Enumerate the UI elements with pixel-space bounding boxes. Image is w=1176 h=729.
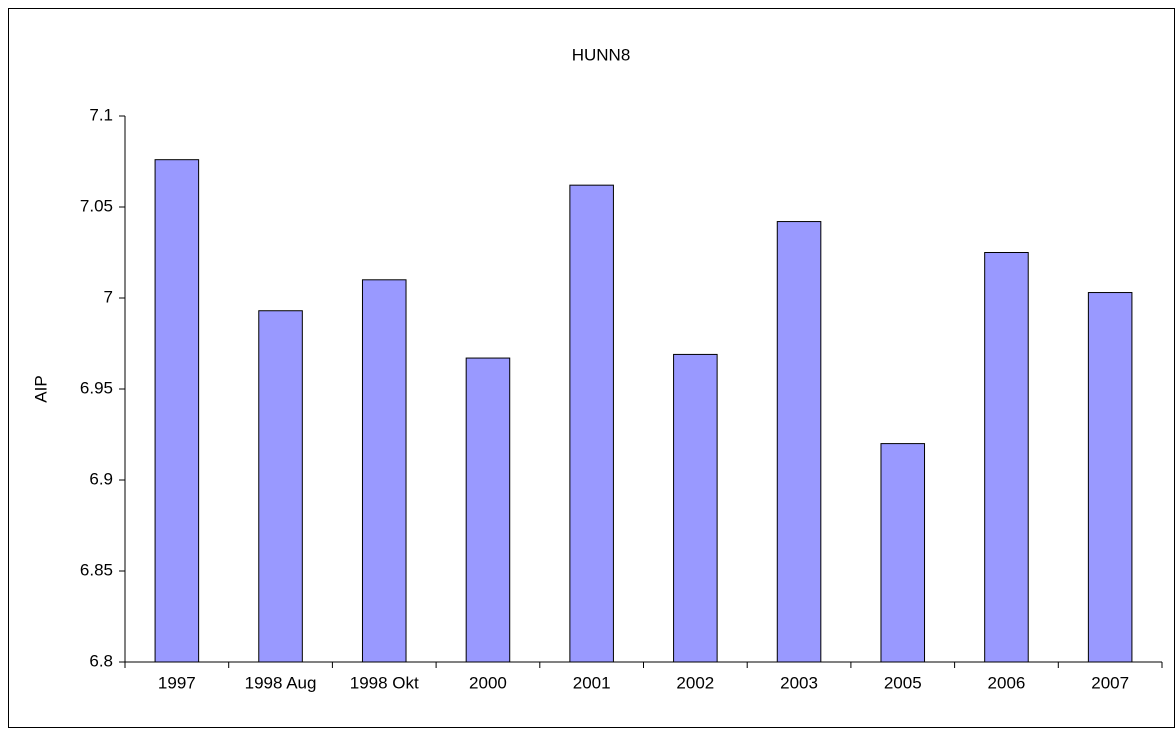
x-tick-label: 2001 xyxy=(573,673,611,692)
y-tick-label: 6.95 xyxy=(80,378,113,397)
bar xyxy=(258,310,303,663)
x-tick-label: 2000 xyxy=(469,673,507,692)
bar xyxy=(361,279,407,663)
y-tick-label: 6.85 xyxy=(80,560,113,579)
x-tick-label: 2007 xyxy=(1091,673,1129,692)
bar xyxy=(673,353,718,663)
bar xyxy=(569,184,614,663)
bar xyxy=(465,357,511,663)
bar xyxy=(776,221,822,663)
x-tick-label: 1998 Aug xyxy=(245,673,317,692)
x-tick-label: 1997 xyxy=(158,673,196,692)
bar xyxy=(880,443,926,663)
y-tick-label: 7 xyxy=(104,287,113,306)
bar xyxy=(154,159,200,663)
chart-title: HUNN8 xyxy=(572,45,631,64)
y-tick-label: 6.9 xyxy=(89,469,113,488)
y-axis-label: AIP xyxy=(31,375,50,402)
x-tick-label: 1998 Okt xyxy=(350,673,419,692)
bar xyxy=(984,252,1029,663)
y-tick-label: 7.05 xyxy=(80,196,113,215)
bar xyxy=(1087,292,1133,663)
x-tick-label: 2002 xyxy=(676,673,714,692)
x-tick-label: 2005 xyxy=(884,673,922,692)
x-tick-label: 2006 xyxy=(988,673,1026,692)
y-tick-label: 7.1 xyxy=(89,105,113,124)
y-tick-label: 6.8 xyxy=(89,651,113,670)
x-tick-label: 2003 xyxy=(780,673,818,692)
